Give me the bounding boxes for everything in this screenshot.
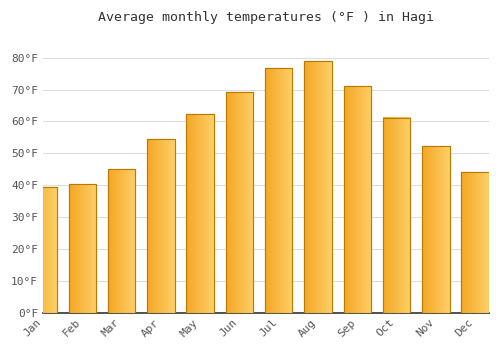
Bar [226,92,253,313]
Bar [29,187,56,313]
Bar [147,139,174,313]
Bar [226,92,253,313]
Bar [344,86,371,313]
Bar [186,114,214,313]
Bar [108,169,136,313]
Bar [462,172,489,313]
Bar [108,169,136,313]
Bar [147,139,174,313]
Bar [304,61,332,313]
Bar [186,114,214,313]
Bar [29,187,56,313]
Bar [68,184,96,313]
Bar [383,118,410,313]
Bar [265,68,292,313]
Bar [422,146,450,313]
Bar [422,146,450,313]
Bar [344,86,371,313]
Bar [383,118,410,313]
Bar [462,172,489,313]
Bar [68,184,96,313]
Bar [265,68,292,313]
Bar [304,61,332,313]
Title: Average monthly temperatures (°F ) in Hagi: Average monthly temperatures (°F ) in Ha… [98,11,434,24]
